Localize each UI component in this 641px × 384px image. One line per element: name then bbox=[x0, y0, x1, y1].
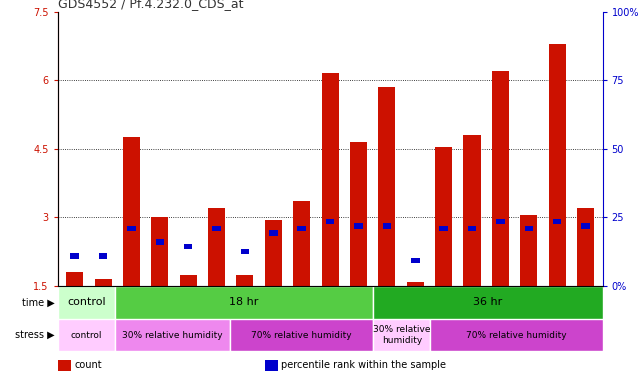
Bar bbox=[58, 319, 115, 351]
Bar bbox=[58, 360, 71, 371]
Bar bbox=[411, 258, 419, 263]
Bar bbox=[123, 137, 140, 286]
Text: control: control bbox=[71, 331, 102, 339]
Bar bbox=[265, 220, 282, 286]
Bar bbox=[71, 253, 79, 259]
Bar bbox=[212, 226, 221, 231]
Bar bbox=[115, 286, 373, 319]
Bar bbox=[115, 319, 229, 351]
Bar bbox=[95, 279, 112, 286]
Bar bbox=[431, 319, 603, 351]
Bar bbox=[468, 226, 476, 231]
Bar bbox=[553, 219, 562, 224]
Bar bbox=[127, 226, 136, 231]
Bar bbox=[549, 43, 565, 286]
Bar bbox=[577, 208, 594, 286]
Bar bbox=[208, 208, 225, 286]
Bar bbox=[373, 319, 431, 351]
Bar bbox=[520, 215, 537, 286]
Text: control: control bbox=[67, 297, 106, 308]
Bar bbox=[151, 217, 169, 286]
Bar bbox=[66, 272, 83, 286]
Bar bbox=[350, 142, 367, 286]
Bar bbox=[99, 253, 107, 259]
Bar bbox=[383, 223, 391, 229]
Bar bbox=[156, 239, 164, 245]
Bar bbox=[179, 275, 197, 286]
Text: 70% relative humidity: 70% relative humidity bbox=[251, 331, 352, 339]
Bar bbox=[293, 202, 310, 286]
Bar bbox=[439, 226, 448, 231]
Bar bbox=[269, 230, 278, 236]
Bar bbox=[524, 226, 533, 231]
Bar bbox=[58, 286, 115, 319]
Text: count: count bbox=[74, 360, 102, 371]
Bar bbox=[435, 147, 452, 286]
Text: stress ▶: stress ▶ bbox=[15, 330, 54, 340]
Text: 70% relative humidity: 70% relative humidity bbox=[466, 331, 567, 339]
Text: 18 hr: 18 hr bbox=[229, 297, 259, 308]
Text: percentile rank within the sample: percentile rank within the sample bbox=[281, 360, 446, 371]
Bar bbox=[297, 226, 306, 231]
Text: 30% relative
humidity: 30% relative humidity bbox=[373, 325, 431, 345]
Bar bbox=[378, 87, 395, 286]
Text: GDS4552 / Pf.4.232.0_CDS_at: GDS4552 / Pf.4.232.0_CDS_at bbox=[58, 0, 243, 10]
Text: 30% relative humidity: 30% relative humidity bbox=[122, 331, 222, 339]
Text: time ▶: time ▶ bbox=[22, 297, 54, 308]
Bar bbox=[496, 219, 504, 224]
Bar bbox=[373, 286, 603, 319]
Bar bbox=[322, 73, 338, 286]
Bar bbox=[354, 223, 363, 229]
Bar bbox=[237, 275, 253, 286]
Bar bbox=[407, 281, 424, 286]
Bar bbox=[241, 248, 249, 254]
Bar bbox=[326, 219, 335, 224]
Bar bbox=[581, 223, 590, 229]
Bar bbox=[463, 135, 481, 286]
Text: 36 hr: 36 hr bbox=[473, 297, 503, 308]
Bar bbox=[492, 71, 509, 286]
Bar bbox=[229, 319, 373, 351]
Bar bbox=[265, 360, 278, 371]
Bar bbox=[184, 244, 192, 250]
